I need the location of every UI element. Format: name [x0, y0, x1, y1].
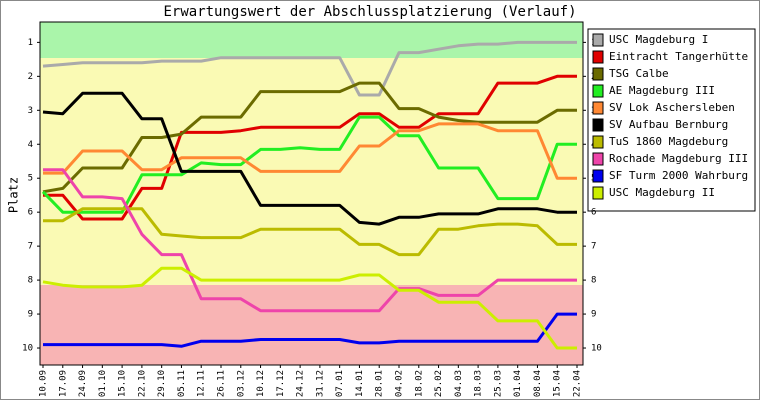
x-tick-label: 01.10: [98, 370, 108, 397]
y-tick-label: 6: [28, 208, 33, 218]
y-tick-label-right: 6: [591, 208, 596, 218]
series-line: [43, 122, 577, 180]
legend-box: [587, 28, 756, 212]
x-tick-label: 24.12: [296, 370, 306, 397]
y-tick-label: 2: [28, 72, 33, 82]
legend-label: SV Lok Aschersleben: [609, 101, 735, 114]
legend-swatch: [592, 169, 604, 183]
series-line: [43, 207, 577, 257]
x-tick-label: 04.03: [454, 370, 464, 397]
legend-label: USC Magdeburg II: [609, 186, 715, 199]
y-tick-label: 10: [22, 344, 33, 354]
x-tick-label: 25.03: [493, 370, 503, 397]
legend-label: SF Turm 2000 Wahrburg: [609, 169, 748, 182]
y-tick-label-right: 9: [591, 310, 596, 320]
x-tick-label: 03.12: [236, 370, 246, 397]
x-tick-label: 24.09: [78, 370, 88, 397]
legend-swatch: [592, 152, 604, 166]
x-tick-label: 22.04: [573, 370, 583, 397]
x-tick-label: 10.12: [256, 370, 266, 397]
y-tick-label: 1: [28, 38, 33, 48]
y-tick-label: 3: [28, 106, 33, 116]
x-tick-label: 05.11: [177, 370, 187, 397]
series-line: [41, 115, 577, 214]
x-tick-label: 15.04: [553, 370, 563, 397]
series-line: [42, 91, 577, 226]
x-tick-label: 14.01: [355, 370, 365, 397]
x-tick-label: 04.02: [395, 370, 405, 397]
y-tick-label-right: 10: [591, 344, 602, 354]
promotion-zone: [40, 22, 583, 58]
legend-swatch: [592, 135, 604, 149]
legend-swatch: [592, 50, 604, 64]
x-tick-label: 15.10: [118, 370, 128, 397]
plot-frame: [39, 21, 584, 366]
legend-swatch: [592, 118, 604, 132]
y-axis-label: Platz: [7, 177, 21, 213]
series-line: [43, 168, 577, 313]
legend-label: TuS 1860 Magdeburg: [609, 135, 728, 148]
legend-label: USC Magdeburg I: [609, 33, 708, 46]
y-tick-label: 5: [28, 174, 33, 184]
chart-title: Erwartungswert der Abschlussplatzierung …: [163, 4, 576, 20]
legend-swatch: [592, 101, 604, 115]
series-line: [42, 40, 577, 97]
legend-label: SV Aufbau Bernburg: [609, 118, 728, 131]
legend-swatch: [592, 67, 604, 81]
y-tick-label: 9: [28, 310, 33, 320]
legend-swatch: [592, 84, 604, 98]
x-tick-label: 31.12: [315, 370, 325, 397]
x-tick-label: 26.11: [217, 370, 227, 397]
x-tick-label: 25.02: [434, 370, 444, 397]
x-tick-label: 01.04: [513, 370, 523, 397]
relegation-zone: [40, 285, 583, 365]
legend-swatch: [592, 186, 604, 200]
x-tick-label: 18.03: [474, 370, 484, 397]
y-tick-label: 4: [28, 140, 33, 150]
series-line: [42, 81, 577, 194]
x-tick-label: 07.01: [335, 370, 345, 397]
x-tick-label: 08.04: [533, 370, 543, 397]
x-tick-label: 17.12: [276, 370, 286, 397]
x-tick-label: 10.09: [39, 370, 49, 397]
series-line: [42, 266, 577, 350]
legend-label: Eintracht Tangerhütte: [609, 50, 748, 63]
x-tick-label: 28.01: [375, 370, 385, 397]
x-tick-label: 29.10: [157, 370, 167, 397]
legend-label: AE Magdeburg III: [609, 84, 715, 97]
x-tick-label: 22.10: [137, 370, 147, 397]
y-tick-label: 8: [28, 276, 33, 286]
legend-label: TSG Calbe: [609, 67, 669, 80]
y-tick-label: 7: [28, 242, 33, 252]
series-line: [43, 312, 577, 348]
legend-swatch: [592, 33, 604, 47]
x-tick-label: 17.09: [58, 370, 68, 397]
x-tick-label: 12.11: [197, 370, 207, 397]
y-tick-label-right: 8: [591, 276, 596, 286]
y-tick-label-right: 7: [591, 242, 596, 252]
legend-label: Rochade Magdeburg III: [609, 152, 748, 165]
series-line: [43, 74, 577, 221]
x-tick-label: 18.02: [414, 370, 424, 397]
